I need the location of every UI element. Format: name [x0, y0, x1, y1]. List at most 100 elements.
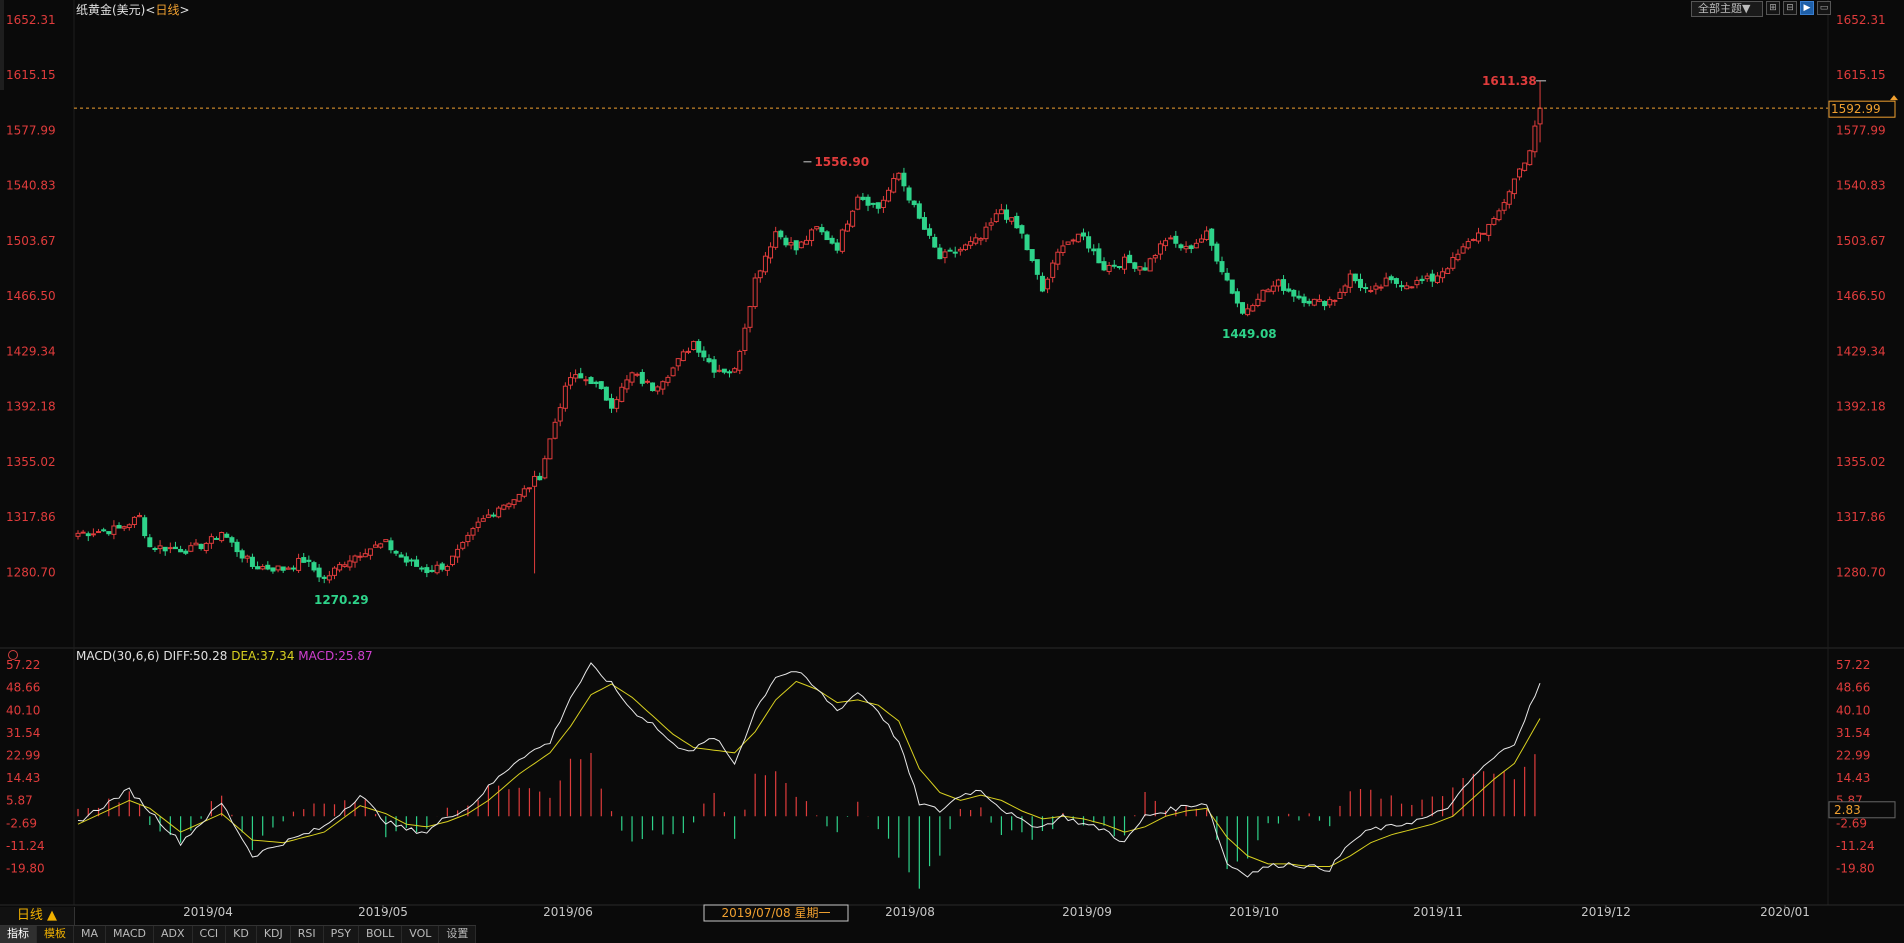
candle-body	[1204, 230, 1210, 240]
candle-body	[1065, 241, 1071, 245]
price-tick-left: 1577.99	[6, 123, 56, 137]
tab-kd[interactable]: KD	[226, 926, 257, 943]
candle-body	[326, 575, 332, 581]
tab-kdj[interactable]: KDJ	[257, 926, 291, 943]
candle-body	[121, 526, 127, 529]
candle-body	[1198, 238, 1204, 243]
price-tick-right: 1577.99	[1836, 123, 1886, 137]
candle-body	[1178, 244, 1184, 249]
candle-body	[737, 350, 743, 371]
candle-body	[337, 564, 343, 571]
price-tick-right: 1652.31	[1836, 13, 1886, 27]
timeframe-label[interactable]: 日线	[155, 3, 180, 17]
macd-tick-right: 22.99	[1836, 748, 1870, 762]
indicator-settings-icon[interactable]	[8, 650, 18, 660]
candle-body	[111, 525, 117, 535]
candle-body	[973, 237, 979, 244]
tab-item12[interactable]: 设置	[439, 926, 477, 943]
tab-template[interactable]: 模板	[37, 926, 74, 943]
tab-rsi[interactable]: RSI	[291, 926, 324, 943]
candle-body	[1316, 299, 1322, 302]
period-selector[interactable]: 日线 ▲	[0, 907, 75, 925]
candle-body	[727, 371, 733, 374]
candle-body	[886, 189, 892, 202]
macd-tick-left: 22.99	[6, 748, 40, 762]
candle-body	[393, 550, 399, 554]
candle-body	[1096, 248, 1102, 264]
candle-body	[650, 382, 656, 392]
candle-body	[1275, 279, 1281, 287]
window-restore-icon[interactable]: ▭	[1817, 1, 1831, 15]
candle-body	[1240, 302, 1246, 314]
candle-body	[906, 187, 912, 201]
candle-body	[460, 541, 466, 549]
candle-body	[1173, 235, 1179, 244]
price-tick-right: 1392.18	[1836, 400, 1886, 414]
candle-body	[408, 559, 414, 562]
candle-body	[901, 172, 907, 187]
candle-body	[716, 369, 722, 372]
candle-body	[711, 359, 717, 373]
candle-body	[860, 196, 866, 200]
tab-boll[interactable]: BOLL	[359, 926, 403, 943]
candle-body	[1409, 286, 1415, 289]
candle-body	[1481, 232, 1487, 235]
candle-body	[1537, 107, 1543, 125]
candle-body	[419, 567, 425, 570]
candle-body	[845, 223, 850, 232]
tab-psy[interactable]: PSY	[324, 926, 359, 943]
theme-select[interactable]: 全部主题▼	[1691, 1, 1763, 17]
candle-body	[506, 503, 512, 508]
candle-body	[783, 237, 789, 246]
tab-macd[interactable]: MACD	[106, 926, 154, 943]
candle-body	[475, 521, 481, 528]
candle-body	[1301, 296, 1307, 304]
candle-body	[1014, 215, 1020, 229]
candle-body	[1157, 243, 1163, 255]
candle-body	[1342, 285, 1348, 293]
price-tick-left: 1540.83	[6, 179, 56, 193]
candle-body	[701, 350, 707, 358]
candle-body	[1475, 232, 1481, 242]
candle-body	[829, 237, 835, 244]
candle-body	[1322, 300, 1328, 307]
candle-body	[183, 550, 189, 554]
candle-body	[1393, 278, 1399, 284]
candle-body	[921, 217, 927, 230]
tab-ma[interactable]: MA	[74, 926, 107, 943]
macd-current-label: 2.83	[1834, 803, 1861, 817]
tab-cci[interactable]: CCI	[193, 926, 227, 943]
candle-body	[157, 545, 163, 550]
candle-body	[1501, 202, 1507, 211]
candle-body	[1142, 267, 1148, 271]
candle-body	[1414, 279, 1420, 286]
candle-body	[824, 231, 830, 241]
candle-body	[942, 251, 948, 259]
candle-body	[839, 229, 845, 252]
instrument-title: 纸黄金(美元)	[76, 3, 146, 17]
candle-body	[398, 554, 404, 558]
candle-body	[439, 563, 445, 570]
chart-mode-icon[interactable]: ▶	[1800, 1, 1814, 15]
tab-adx[interactable]: ADX	[154, 926, 193, 943]
candle-body	[521, 488, 527, 497]
candle-body	[1347, 273, 1353, 288]
tab-indicator[interactable]: 指标	[0, 926, 37, 943]
candle-body	[1255, 298, 1261, 307]
candle-body	[455, 548, 461, 558]
layout-split-icon[interactable]: ⊟	[1783, 1, 1797, 15]
candle-body	[1337, 291, 1343, 299]
macd-tick-right: 48.66	[1836, 681, 1870, 695]
candle-body	[491, 514, 497, 517]
candle-body	[1214, 243, 1220, 262]
candle-body	[1188, 245, 1194, 250]
candle-body	[850, 210, 856, 227]
candle-body	[290, 567, 296, 570]
dif-line	[77, 662, 1541, 878]
candle-body	[229, 537, 235, 543]
tab-vol[interactable]: VOL	[402, 926, 440, 943]
candle-body	[485, 514, 491, 518]
candle-body	[1152, 254, 1158, 259]
layout-grid-icon[interactable]: ⊞	[1766, 1, 1780, 15]
